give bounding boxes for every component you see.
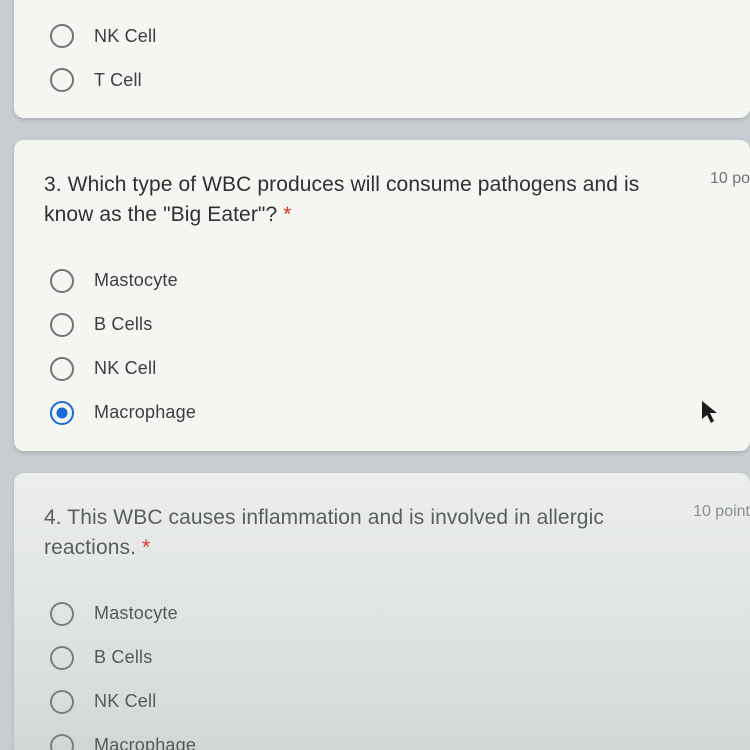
option-label: NK Cell <box>94 691 156 712</box>
question-body: This WBC causes inflammation and is invo… <box>44 506 604 559</box>
option-macrophage[interactable]: Macrophage <box>44 391 750 435</box>
option-b-cells[interactable]: B Cells <box>44 636 750 680</box>
option-label: NK Cell <box>94 358 156 379</box>
option-label: Macrophage <box>94 735 196 750</box>
points-label: 10 po <box>692 170 750 188</box>
radio-icon[interactable] <box>50 68 74 92</box>
option-nk-cell[interactable]: NK Cell <box>44 347 750 391</box>
question-card-4: 4. This WBC causes inflammation and is i… <box>14 473 750 750</box>
radio-icon[interactable] <box>50 401 74 425</box>
option-macrophage[interactable]: Macrophage <box>44 724 750 750</box>
radio-icon[interactable] <box>50 734 74 750</box>
options-list: Mastocyte B Cells NK Cell Macrophage <box>44 574 750 750</box>
option-nk-cell[interactable]: NK Cell <box>44 680 750 724</box>
option-label: Macrophage <box>94 402 196 423</box>
options-list: NK Cell T Cell <box>44 0 750 102</box>
question-card-3: 3. Which type of WBC produces will consu… <box>14 140 750 451</box>
option-b-cells[interactable]: B Cells <box>44 303 750 347</box>
option-label: Mastocyte <box>94 270 178 291</box>
points-label: 10 point <box>675 503 750 521</box>
radio-icon[interactable] <box>50 646 74 670</box>
question-number: 3. <box>44 173 62 196</box>
radio-icon[interactable] <box>50 24 74 48</box>
required-mark: * <box>283 203 291 226</box>
question-header: 3. Which type of WBC produces will consu… <box>44 140 750 241</box>
option-label: Mastocyte <box>94 603 178 624</box>
question-number: 4. <box>44 506 62 529</box>
option-mastocyte[interactable]: Mastocyte <box>44 592 750 636</box>
option-t-cell[interactable]: T Cell <box>44 58 750 102</box>
radio-icon[interactable] <box>50 313 74 337</box>
option-mastocyte[interactable]: Mastocyte <box>44 259 750 303</box>
option-label: B Cells <box>94 647 152 668</box>
radio-icon[interactable] <box>50 602 74 626</box>
option-nk-cell[interactable]: NK Cell <box>44 14 750 58</box>
question-header: 4. This WBC causes inflammation and is i… <box>44 473 750 574</box>
radio-icon[interactable] <box>50 357 74 381</box>
question-body: Which type of WBC produces will consume … <box>44 173 639 226</box>
radio-icon[interactable] <box>50 269 74 293</box>
radio-icon[interactable] <box>50 690 74 714</box>
question-text: 3. Which type of WBC produces will consu… <box>44 170 692 231</box>
option-label: B Cells <box>94 314 152 335</box>
option-label: T Cell <box>94 70 142 91</box>
question-text: 4. This WBC causes inflammation and is i… <box>44 503 675 564</box>
option-label: NK Cell <box>94 26 156 47</box>
required-mark: * <box>142 536 150 559</box>
question-card-prev: NK Cell T Cell <box>14 0 750 118</box>
options-list: Mastocyte B Cells NK Cell Macrophage <box>44 241 750 435</box>
